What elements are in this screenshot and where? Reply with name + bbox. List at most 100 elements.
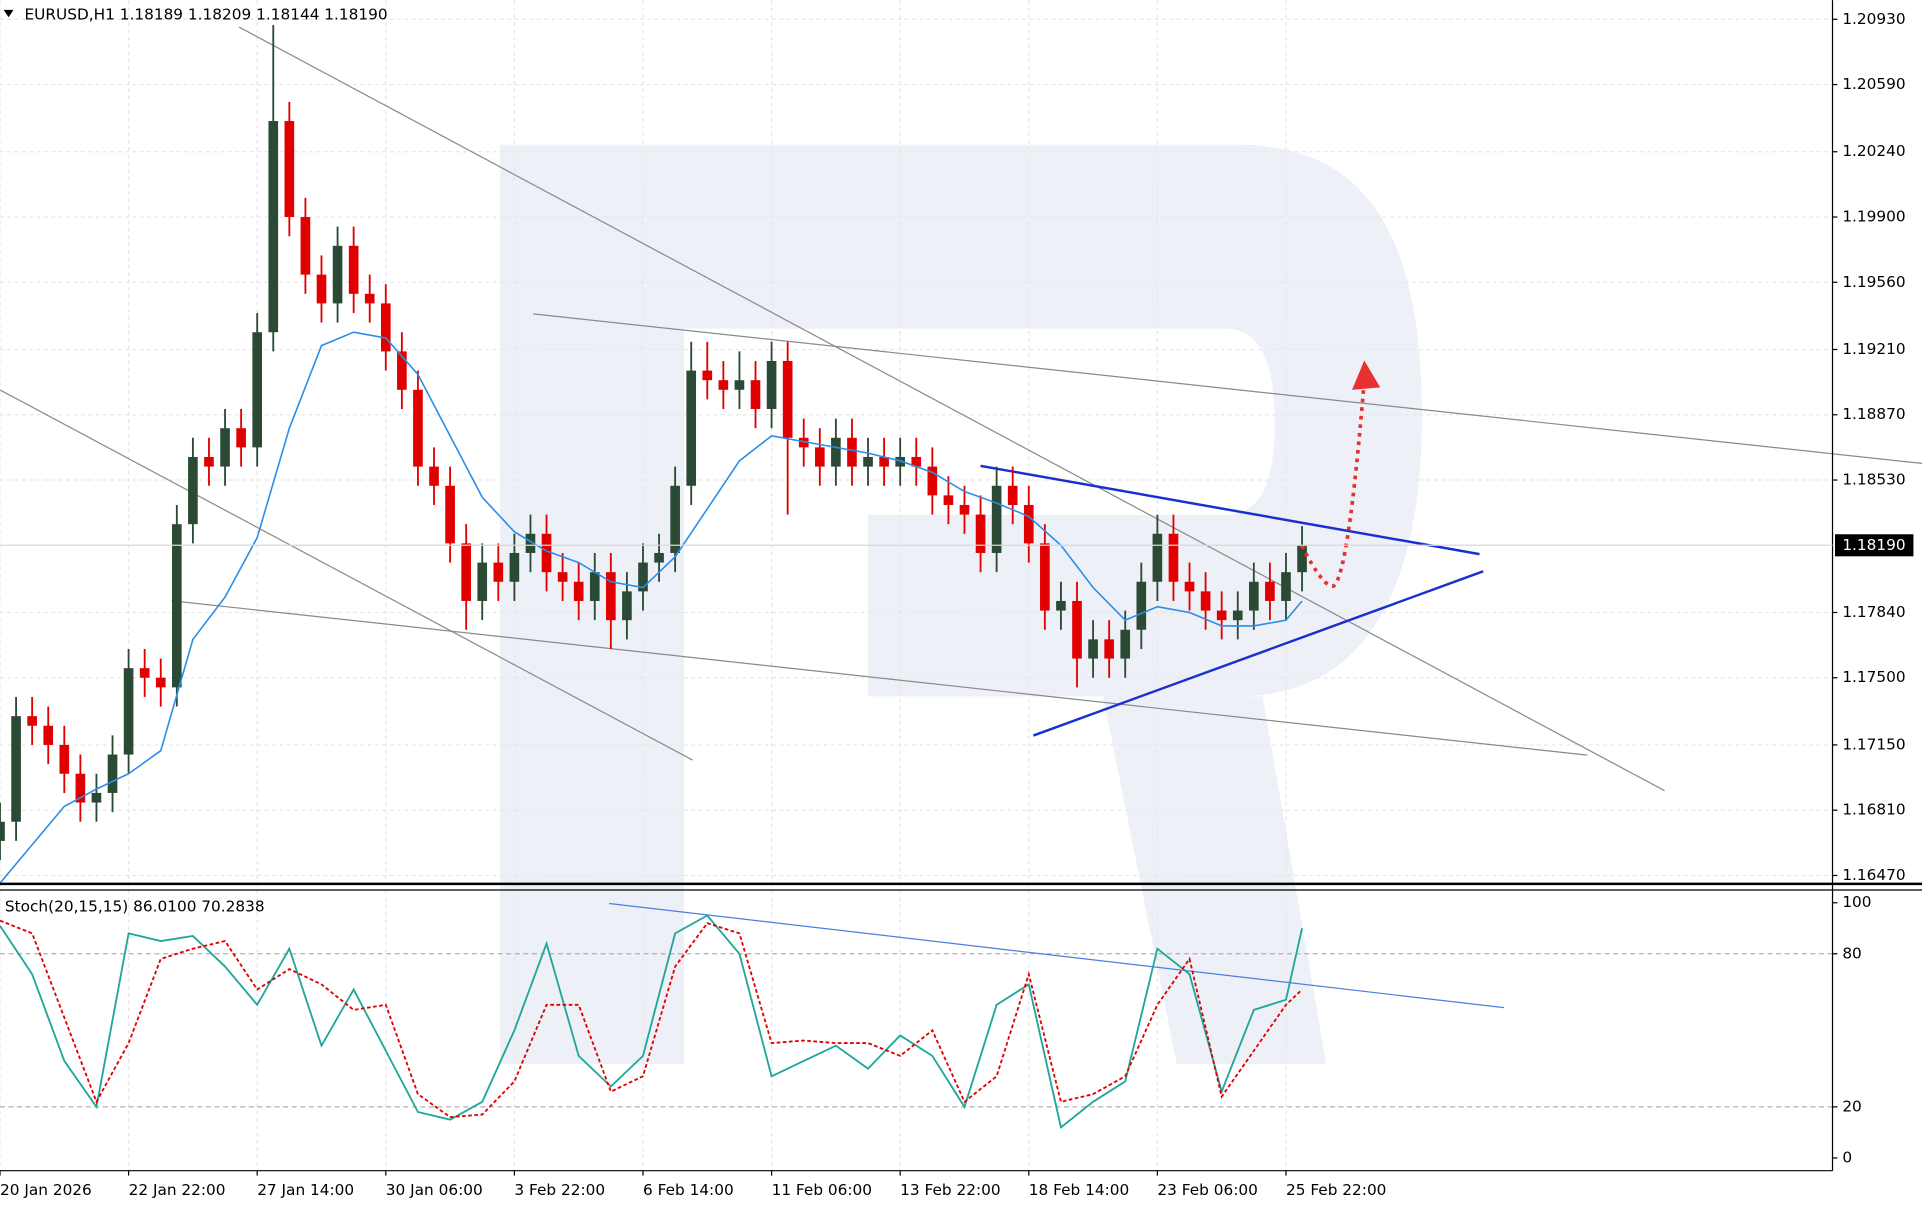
watermark-r: [500, 144, 1422, 1065]
candle-body: [702, 370, 713, 381]
candle-body: [220, 428, 230, 467]
candle-body: [766, 360, 777, 409]
y-tick-label: 20: [1842, 1097, 1862, 1115]
candle-body: [1184, 581, 1195, 592]
candle-body: [509, 552, 520, 582]
candle-body: [236, 428, 246, 448]
candle-body: [461, 543, 471, 601]
candle-body: [0, 821, 5, 841]
x-tick-label: 22 Jan 22:00: [129, 1181, 226, 1199]
candle-body: [686, 370, 697, 486]
candle-body: [155, 677, 166, 688]
candle-body: [1104, 639, 1114, 659]
candle-body: [798, 437, 809, 448]
candle-body: [364, 293, 375, 304]
x-tick-label: 25 Feb 22:00: [1286, 1181, 1386, 1199]
candle-body: [1136, 581, 1147, 630]
moving-average: [0, 331, 1303, 884]
candle-body: [11, 716, 21, 822]
candle-body: [171, 524, 182, 688]
y-tick-label: 1.20240: [1842, 142, 1905, 160]
trendline: [238, 26, 1665, 792]
candle-body: [991, 485, 1002, 553]
candle-body: [557, 572, 568, 582]
last-price-box: [1834, 534, 1914, 557]
candle-body: [1168, 533, 1179, 582]
indicator-title: Stoch(20,15,15) 86.0100 70.2838: [5, 898, 265, 916]
forecast-arrow-head: [1352, 360, 1381, 390]
candle-body: [927, 466, 938, 496]
candle-body: [1216, 610, 1227, 621]
x-tick-label: 18 Feb 14:00: [1029, 1181, 1129, 1199]
candle-body: [1040, 543, 1050, 611]
candle-body: [429, 466, 439, 486]
y-tick-label: 1.17500: [1842, 668, 1905, 686]
candle-body: [1232, 610, 1243, 621]
y-tick-label: 1.20590: [1842, 75, 1905, 93]
candle-body: [734, 380, 745, 390]
x-tick-label: 3 Feb 22:00: [514, 1181, 605, 1199]
y-tick-label: 0: [1842, 1148, 1852, 1166]
triangle-line: [980, 464, 1480, 556]
candle-body: [782, 360, 793, 438]
candle-body: [879, 456, 889, 467]
candle-body: [1120, 629, 1131, 659]
candle-body: [493, 562, 504, 582]
triangle: [980, 464, 1484, 737]
candle-body: [91, 792, 102, 803]
candle-body: [1007, 485, 1018, 505]
candle-body: [654, 552, 664, 563]
x-tick-label: 13 Feb 22:00: [900, 1181, 1000, 1199]
candle-body: [477, 562, 488, 601]
candle-body: [1249, 581, 1259, 611]
candle-body: [348, 245, 359, 294]
candle-body: [670, 485, 680, 553]
candle-body: [606, 572, 616, 621]
candle-body: [123, 668, 134, 755]
candle-body: [1072, 600, 1082, 659]
candle-body: [204, 456, 214, 467]
candle-body: [75, 773, 86, 803]
candle-body: [831, 437, 841, 467]
candle-body: [943, 495, 954, 505]
y-tick-label: 1.16810: [1842, 801, 1905, 819]
y-tick-label: 1.19210: [1842, 340, 1905, 358]
candle-body: [911, 456, 922, 467]
candle-body: [59, 744, 70, 774]
x-tick-label: 6 Feb 14:00: [643, 1181, 734, 1199]
candle-body: [573, 581, 584, 601]
candle-body: [718, 380, 729, 390]
candle-body: [188, 456, 198, 525]
y-tick-label: 80: [1842, 944, 1862, 962]
candle-body: [750, 380, 761, 409]
stoch-trendline: [609, 902, 1505, 1009]
y-tick-label: 1.17150: [1842, 735, 1905, 753]
candle-body: [1152, 533, 1163, 582]
candle-body: [975, 514, 986, 553]
candle-body: [139, 668, 150, 678]
candle-body: [1023, 504, 1034, 544]
y-tick-label: 1.18530: [1842, 471, 1905, 489]
triangle-line: [1032, 570, 1484, 737]
y-tick-label: 1.18870: [1842, 405, 1905, 423]
chart-title: EURUSD,H1 1.18189 1.18209 1.18144 1.1819…: [25, 5, 388, 23]
candle-body: [863, 456, 873, 467]
candle-body: [1088, 639, 1098, 659]
candle-body: [43, 725, 54, 745]
x-tick-label: 27 Jan 14:00: [257, 1181, 354, 1199]
dropdown-icon[interactable]: [3, 9, 14, 18]
candle-body: [445, 485, 455, 544]
candle-body: [622, 591, 632, 621]
candle-body: [1265, 581, 1275, 601]
y-tick-label: 1.17840: [1842, 603, 1905, 621]
y-tick-label: 100: [1842, 893, 1871, 911]
candle-body: [397, 351, 407, 390]
candle-body: [525, 533, 536, 553]
watermark-leg: [1103, 696, 1327, 1065]
candle-body: [895, 456, 906, 467]
candle-body: [107, 754, 118, 793]
candle-body: [1056, 600, 1066, 611]
candle-body: [252, 332, 263, 448]
candle-body: [316, 274, 327, 304]
watermark: [500, 144, 1422, 1065]
